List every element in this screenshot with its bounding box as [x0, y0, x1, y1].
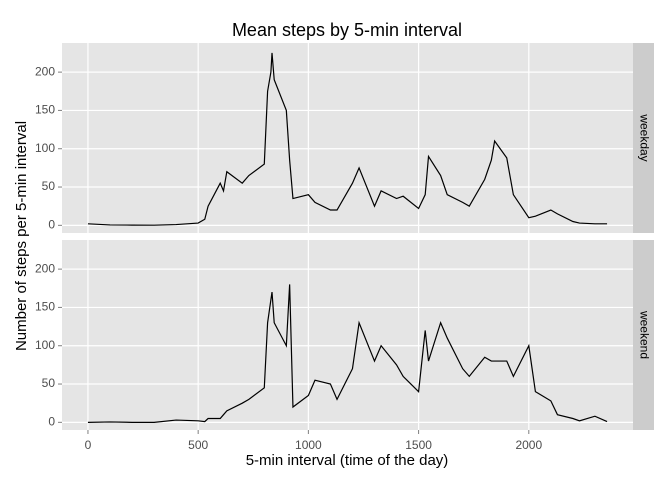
- data-line: [87, 284, 608, 423]
- y-tick-label: 200: [35, 64, 55, 78]
- facet-strip: [633, 240, 654, 430]
- facet-label: weekday: [637, 113, 651, 161]
- y-tick-label: 100: [35, 141, 55, 155]
- y-tick-label: 50: [42, 179, 56, 193]
- chart-title: Mean steps by 5-min interval: [232, 20, 462, 40]
- x-tick-label: 500: [188, 438, 208, 452]
- y-tick-label: 0: [48, 415, 55, 429]
- y-tick-label: 50: [42, 376, 56, 390]
- facet-strip: [633, 43, 654, 233]
- data-line: [87, 52, 608, 226]
- panel-background: [62, 43, 633, 233]
- x-tick-label: 1500: [405, 438, 432, 452]
- x-axis-label: 5-min interval (time of the day): [246, 452, 449, 469]
- x-tick-label: 0: [85, 438, 92, 452]
- y-axis-label: Number of steps per 5-min interval: [13, 121, 30, 351]
- facet-label: weekend: [637, 310, 651, 359]
- x-tick-label: 1000: [295, 438, 322, 452]
- y-tick-label: 0: [48, 218, 55, 232]
- y-tick-label: 150: [35, 300, 55, 314]
- x-tick-label: 2000: [515, 438, 542, 452]
- y-tick-label: 150: [35, 103, 55, 117]
- panel-background: [62, 240, 633, 430]
- y-tick-label: 100: [35, 338, 55, 352]
- y-tick-label: 200: [35, 261, 55, 275]
